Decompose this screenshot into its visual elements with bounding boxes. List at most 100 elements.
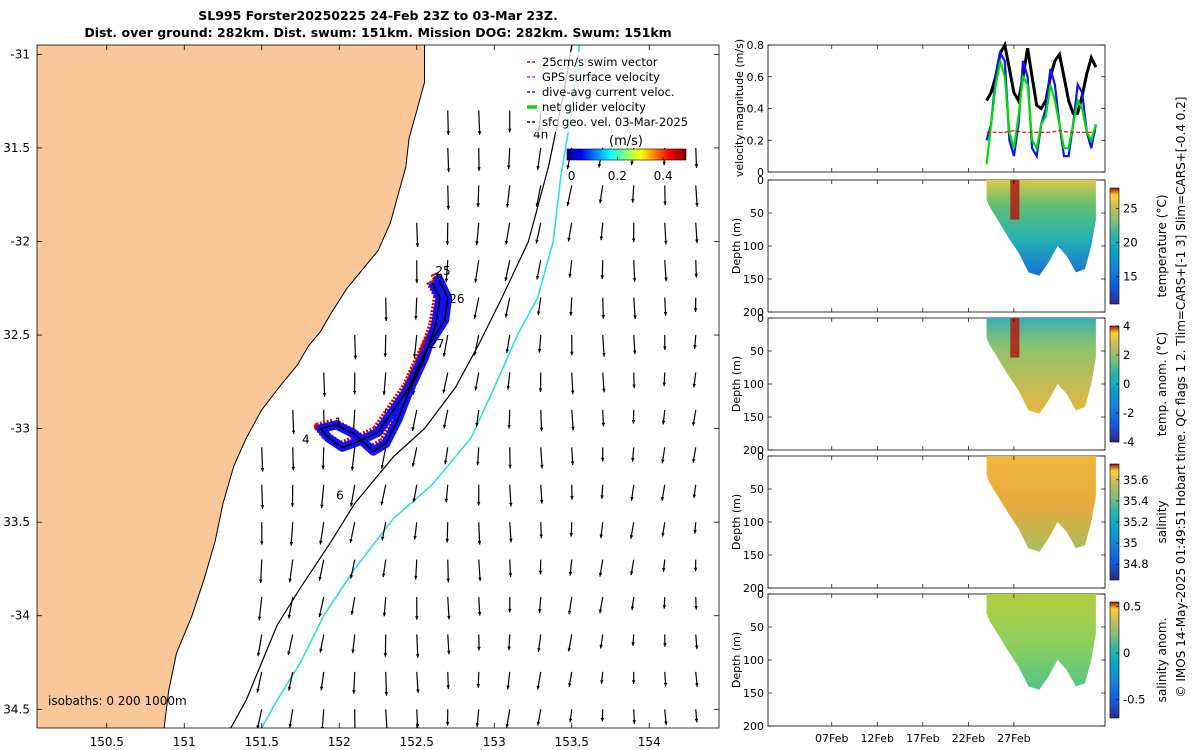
vector-arrowhead (632, 720, 636, 724)
legend-label: net glider velocity (542, 100, 646, 114)
vector-arrow (477, 185, 480, 207)
vector-arrowhead (475, 723, 480, 727)
section-hotspot (1010, 180, 1020, 220)
vector-arrowhead (571, 426, 575, 431)
vector-arrowhead (349, 502, 354, 507)
vector-arrowhead (568, 718, 573, 723)
section-ylabel: Depth (m) (730, 494, 743, 550)
vector-arrowhead (473, 314, 477, 319)
vector-arrowhead (569, 312, 573, 316)
vector-arrowhead (664, 721, 668, 726)
glider-path (319, 274, 449, 452)
legend-label: sfc geo. vel. 03-Mar-2025 (542, 115, 688, 129)
vector-arrow (478, 110, 481, 135)
vector-arrowhead (256, 652, 261, 657)
vector-arrowhead (570, 496, 574, 500)
vector-arrowhead (505, 723, 510, 728)
section-cbar-tick-label: 35.6 (1123, 473, 1149, 487)
section-data (986, 594, 1096, 690)
vector-arrow (350, 484, 356, 507)
section-cbar-tick-label: -2 (1123, 406, 1134, 420)
isobath-1000m (260, 45, 581, 728)
vector-arrowhead (695, 202, 699, 207)
time-tick-label: 12Feb (861, 732, 894, 745)
map-x-tick-label: 152.5 (400, 735, 434, 749)
vector-arrowhead (509, 502, 513, 507)
vector-arrow (292, 409, 295, 435)
vector-arrowhead (411, 427, 415, 431)
vector-arrowhead (257, 616, 262, 621)
vector-arrowhead (384, 317, 388, 322)
vector-arrowhead (568, 571, 573, 576)
vector-arrowhead (446, 131, 450, 135)
vector-arrowhead (567, 237, 571, 242)
vector-arrowhead (600, 457, 605, 462)
track-day-label: 26 (449, 292, 464, 306)
section-y-tick-label: 150 (743, 549, 764, 562)
vector-arrowhead (599, 644, 603, 649)
vector-arrowhead (446, 685, 450, 689)
vector-arrowhead (631, 457, 635, 462)
legend-box (522, 52, 714, 132)
legend-label: GPS surface velocity (542, 70, 660, 84)
vector-arrowhead (570, 461, 575, 465)
velocity-y-tick-label: 0.2 (747, 134, 765, 147)
map-x-tick-label: 153 (483, 735, 506, 749)
vector-arrowhead (538, 609, 542, 613)
vector-arrowhead (476, 461, 480, 466)
section-y-tick-label: 150 (743, 273, 764, 286)
vector-arrowhead (320, 504, 324, 509)
vector-arrow (474, 260, 480, 283)
vector-arrowhead (413, 535, 417, 540)
section-cbar-label: temp. anom. (°C) (1155, 332, 1169, 436)
vector-arrowhead (505, 203, 510, 208)
vector-arrowhead (476, 501, 481, 506)
section-cbar-tick-label: 0 (1123, 646, 1130, 660)
map-y-axis: -31 31.5 -32 32.5 -33 33.5 -34 34.5 (3, 47, 719, 716)
vector-arrowhead (567, 647, 572, 652)
section-colorbar (1109, 601, 1120, 719)
vector-arrowhead (598, 572, 603, 577)
vector-arrowhead (695, 683, 699, 687)
vector-arrowhead (538, 570, 543, 575)
section-y-tick-label: 50 (750, 345, 764, 358)
vector-arrow (352, 409, 356, 433)
vector-arrowhead (504, 240, 509, 245)
vector-arrowhead (319, 686, 324, 691)
vector-arrowhead (349, 574, 354, 579)
vector-arrowhead (443, 424, 447, 429)
vector-arrow (290, 522, 294, 546)
vector-arrowhead (663, 346, 667, 351)
colorbar-tick-label: 0.2 (608, 169, 627, 183)
vector-arrow (385, 671, 388, 696)
vector-arrowhead (444, 278, 449, 283)
vector-arrowhead (663, 312, 668, 316)
vector-arrowhead (535, 202, 540, 207)
section-cbar-tick-label: 20 (1123, 236, 1138, 250)
time-tick-label: 22Feb (952, 732, 985, 745)
vector-arrowhead (414, 315, 418, 320)
vector-arrow (322, 447, 325, 470)
section-cbar-tick-label: 4 (1123, 319, 1130, 333)
vector-arrow (257, 634, 263, 657)
vector-arrowhead (477, 646, 481, 651)
vector-arrowhead (446, 168, 451, 173)
vector-arrow (289, 559, 294, 583)
vector-arrowhead (288, 723, 293, 728)
vector-arrowhead (602, 353, 606, 357)
vector-arrowhead (477, 540, 482, 545)
vector-arrowhead (601, 314, 605, 319)
vector-arrowhead (694, 164, 699, 168)
vector-arrow (415, 297, 418, 320)
vector-arrow (478, 522, 481, 545)
velocity-ylabel: velocity magnitude (m/s) (733, 39, 746, 177)
vector-arrowhead (567, 610, 572, 615)
vector-arrow (384, 335, 387, 358)
vector-arrowhead (540, 464, 544, 469)
vector-arrowhead (663, 643, 667, 647)
section-y-tick-label: 0 (757, 450, 764, 463)
speed-colorbar: (m/s) 0 0.2 0.4 (566, 134, 687, 183)
vector-arrowhead (319, 648, 323, 653)
vector-arrowhead (600, 275, 605, 280)
